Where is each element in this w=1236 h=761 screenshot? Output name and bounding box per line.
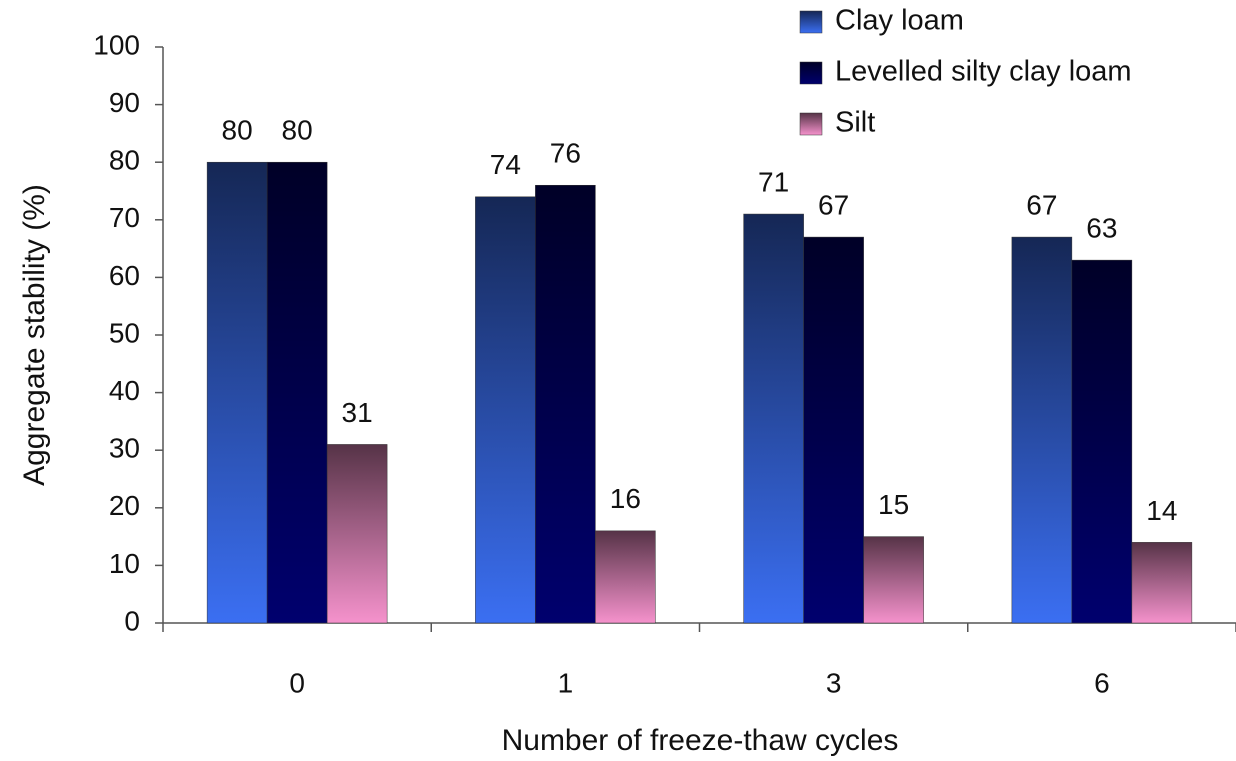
y-tick-label: 40	[109, 375, 140, 406]
bar	[743, 213, 804, 624]
bar	[475, 196, 536, 624]
value-label: 76	[550, 138, 581, 169]
x-tick-label: 0	[289, 667, 305, 698]
legend-swatch	[799, 10, 823, 34]
bar	[803, 236, 864, 624]
x-tick-label: 3	[826, 667, 842, 698]
y-tick-label: 50	[109, 317, 140, 348]
value-label: 14	[1146, 495, 1177, 526]
x-tick-label: 1	[558, 667, 574, 698]
y-tick-label: 30	[109, 433, 140, 464]
legend-label: Levelled silty clay loam	[835, 56, 1132, 88]
value-label: 63	[1086, 213, 1117, 244]
y-tick-label: 100	[93, 29, 140, 60]
legend-label: Silt	[835, 107, 875, 139]
legend-label: Clay loam	[835, 5, 964, 37]
bar	[535, 184, 596, 624]
value-label: 15	[878, 489, 909, 520]
x-tick-label: 6	[1094, 667, 1110, 698]
bar	[326, 444, 388, 624]
value-label: 80	[282, 115, 313, 146]
y-tick-label: 80	[109, 145, 140, 176]
bar	[863, 536, 924, 624]
value-label: 67	[1026, 189, 1057, 220]
bar	[1011, 236, 1073, 624]
value-label: 74	[490, 149, 521, 180]
legend-swatch	[799, 112, 823, 136]
x-axis-label: Number of freeze-thaw cycles	[502, 724, 899, 757]
bar	[206, 161, 268, 624]
y-tick-label: 90	[109, 87, 140, 118]
value-label: 80	[222, 115, 253, 146]
bar	[266, 161, 328, 624]
y-tick-label: 60	[109, 260, 140, 291]
y-tick-label: 10	[109, 548, 140, 579]
y-tick-label: 0	[124, 605, 140, 636]
value-label: 31	[342, 397, 373, 428]
y-axis-label: Aggregate stability (%)	[18, 184, 51, 486]
value-label: 71	[758, 166, 789, 197]
legend-swatch	[799, 61, 823, 85]
bar	[1071, 259, 1133, 624]
value-label: 67	[818, 189, 849, 220]
y-tick-label: 20	[109, 490, 140, 521]
bar	[595, 530, 656, 624]
value-label: 16	[610, 483, 641, 514]
y-tick-label: 70	[109, 202, 140, 233]
bar	[1131, 542, 1193, 624]
